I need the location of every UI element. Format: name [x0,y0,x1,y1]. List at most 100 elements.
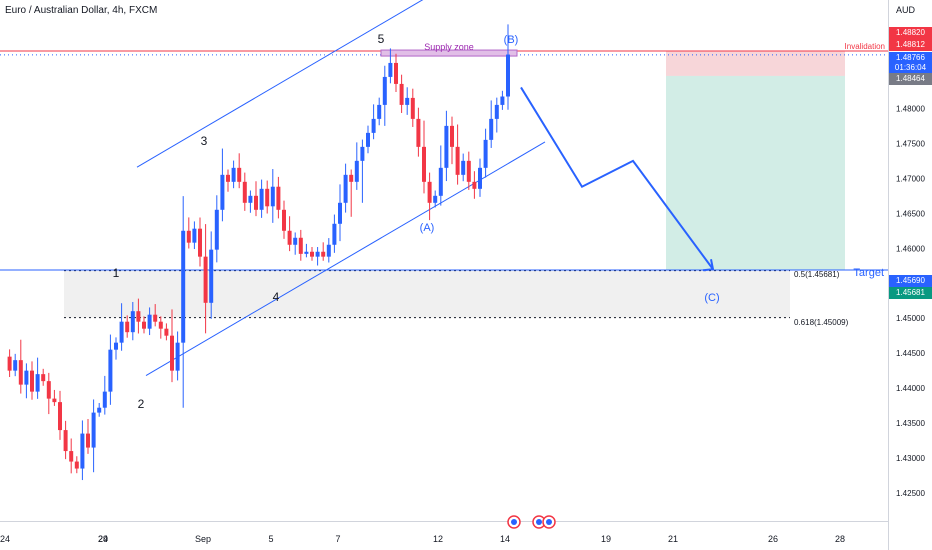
candle-body [310,251,314,257]
event-icon-eu-inner [511,519,517,525]
candle-body [500,96,505,105]
candle-body [293,237,298,245]
annotation-layer: 1 2 3 4 5 (A) (B) (C) Supply zone Invali… [113,32,885,411]
candle-body [405,97,410,105]
candle-body [483,139,488,168]
zones-layer [64,51,845,319]
candle-body [349,174,354,182]
candle-body [7,356,12,371]
candle-body [265,188,270,207]
candle-body [360,146,365,161]
time-tick-label: 26 [768,534,778,544]
event-icon-au-2-inner [546,519,552,525]
stop-loss-zone [666,51,845,76]
candle-body [119,321,124,343]
projection-arrowhead [702,259,715,272]
fib-0618-label: 0.618(1.45009) [794,318,849,327]
price-tick-label: 1.44000 [896,384,925,393]
candle-body [74,461,79,469]
candle-body [506,54,510,97]
candle-body [175,342,180,371]
price-tick-label: 1.43000 [896,454,925,463]
candle-body [416,118,421,147]
time-tick-label: 28 [835,534,845,544]
price-tick-label: 1.43500 [896,419,925,428]
candle-body [63,430,68,452]
candle-body [170,335,174,371]
time-tick-label: Sep [195,534,211,544]
entry-price-tag: 1.48464 [889,73,932,85]
candle-body [455,146,460,175]
price-tick-label: 1.42500 [896,489,925,498]
candle-body [158,321,163,329]
candle-body [13,360,18,371]
event-icon-au-inner [536,519,542,525]
candle-body [254,195,258,210]
candle-body [125,321,130,333]
invalidation-price-tag: 1.48820 [889,27,932,39]
price-tick-label: 1.46000 [896,244,925,253]
supply-zone-box [380,49,518,57]
wave-label-b: (B) [504,34,519,46]
time-tick-label: 12 [433,534,443,544]
candle-body [192,228,197,243]
candle-body [298,237,303,254]
candle-body [153,314,158,322]
candle-body [114,342,118,350]
invalidation-label: Invalidation [845,42,885,51]
candle-body [86,433,90,448]
candle-body [209,249,214,303]
candle-body [371,118,376,133]
candle-body [147,314,152,329]
price-axis: 1.490001.485001.480001.475001.470001.465… [896,34,925,498]
economic-event-icons[interactable] [507,515,556,529]
countdown-tag: 01:36:04 [889,62,932,74]
candle-body [30,370,34,392]
candle-body [438,167,443,196]
candle-body [343,174,348,203]
price-tick-label: 1.47500 [896,139,925,148]
candle-body [186,230,191,243]
candle-body [321,251,326,257]
time-tick-label: 19 [601,534,611,544]
candle-body [270,186,275,207]
candle-body [203,256,208,303]
candle-body [226,174,230,182]
candle-body [97,407,102,413]
candle-body [366,132,370,147]
candle-body [427,181,432,203]
time-tick-label: 29 [98,534,108,544]
candle-body [248,195,253,203]
wave-label-c: (C) [704,292,719,304]
channel-upper-line [136,0,424,168]
candle-body [472,181,477,189]
candle-body [332,223,337,245]
candle-body [242,181,247,203]
wave-label-3: 3 [201,134,208,148]
candle-body [433,195,438,203]
candle-body [41,374,46,382]
candle-body [102,391,107,408]
candle-body [164,328,169,336]
candle-body [91,412,96,448]
candle-body [377,104,382,119]
candle-body [287,230,292,245]
candle-body [444,125,449,168]
candle-body [80,433,85,469]
candle-body [130,311,135,333]
candle-body [24,370,29,385]
candle-body [214,209,219,250]
price-tick-label: 1.45000 [896,314,925,323]
candle-body [466,160,471,182]
time-tick-label: 24 [98,534,108,544]
candle-body [69,451,74,462]
currency-label: AUD [896,5,916,15]
wave-label-2: 2 [138,397,145,411]
wave-label-5: 5 [378,32,385,46]
candle-body [315,251,320,257]
candle-body [18,360,23,385]
target-price-tag: 1.45690 [889,275,932,287]
candle-body [478,167,482,189]
